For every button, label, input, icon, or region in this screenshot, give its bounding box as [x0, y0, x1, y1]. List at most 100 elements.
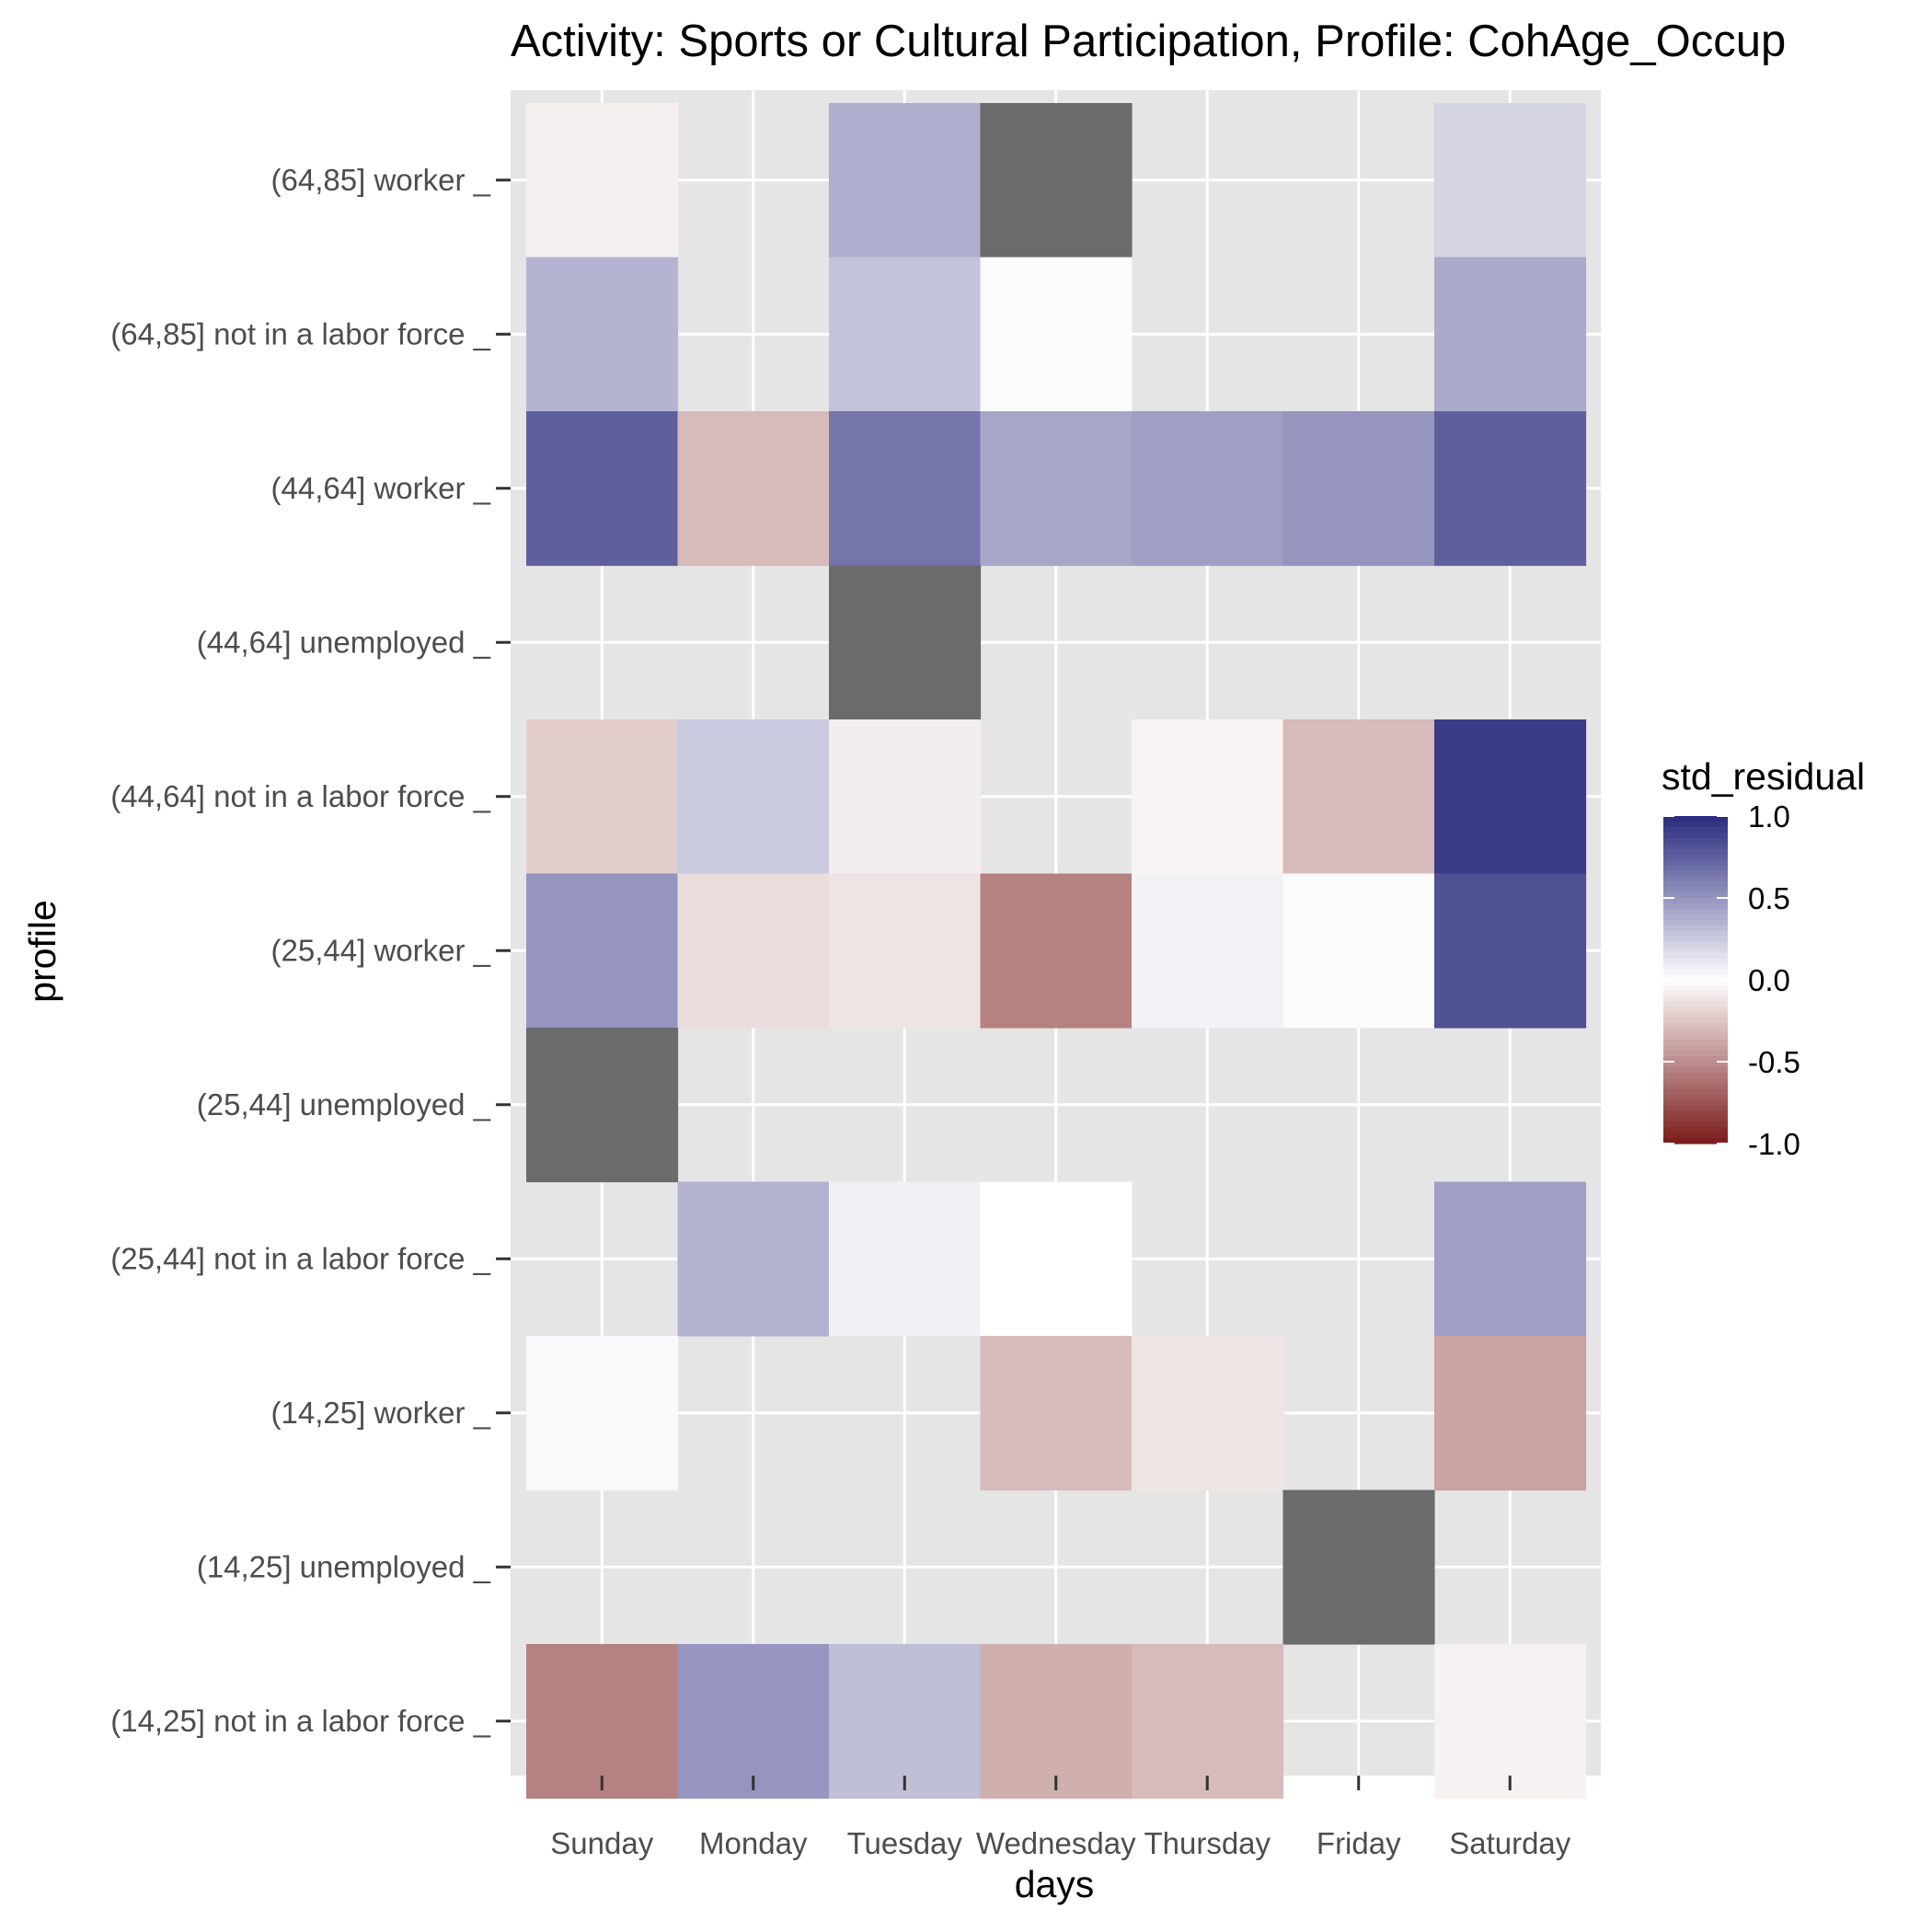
- heatmap-cell: [526, 257, 679, 412]
- legend-color-step: [1663, 843, 1728, 850]
- heatmap-cell: [829, 103, 982, 259]
- legend-color-step: [1663, 1110, 1728, 1117]
- legend-color-step: [1663, 947, 1728, 953]
- legend-color-step: [1663, 865, 1728, 871]
- heatmap-cell: [526, 719, 679, 875]
- heatmap-cell: [829, 411, 982, 567]
- heatmap-cell: [526, 1028, 679, 1183]
- legend-color-step: [1663, 1133, 1728, 1139]
- y-tick-label: (25,44] unemployed _: [197, 1087, 491, 1121]
- legend-color-step: [1663, 826, 1728, 834]
- heatmap-cell: [1434, 1336, 1587, 1491]
- heatmap-cell: [526, 873, 679, 1029]
- heatmap-cell: [829, 719, 982, 875]
- legend-color-step: [1663, 990, 1728, 997]
- legend-color-step: [1663, 837, 1728, 845]
- heatmap-cell: [1132, 1336, 1284, 1491]
- legend-color-step: [1663, 1051, 1728, 1057]
- legend-tick-label: -1.0: [1748, 1127, 1800, 1161]
- legend-color-step: [1663, 903, 1728, 910]
- x-tick-label: Sunday: [550, 1826, 653, 1860]
- chart-title: Activity: Sports or Cultural Participati…: [511, 17, 1786, 66]
- heatmap-cell: [1434, 1644, 1587, 1800]
- legend-tick-label: 1.0: [1748, 799, 1790, 834]
- heatmap-cell: [1434, 103, 1587, 259]
- heatmap-cell: [1132, 411, 1284, 567]
- heatmap-cell: [829, 565, 982, 720]
- legend-title: std_residual: [1662, 755, 1865, 798]
- legend-color-step: [1663, 936, 1728, 943]
- heatmap-cell: [1434, 1181, 1587, 1337]
- heatmap-cell: [1434, 411, 1587, 567]
- heatmap-cell: [829, 1644, 982, 1800]
- y-tick-label: (44,64] not in a labor force _: [110, 779, 490, 813]
- heatmap-cell: [980, 1181, 1133, 1337]
- y-tick-label: (64,85] worker _: [271, 163, 491, 197]
- legend-color-step: [1663, 876, 1728, 882]
- legend-color-step: [1663, 1105, 1728, 1111]
- y-tick-label: (14,25] not in a labor force _: [110, 1704, 490, 1738]
- heatmap-cell: [1282, 873, 1435, 1029]
- x-tick-label: Saturday: [1449, 1826, 1571, 1860]
- legend-color-step: [1663, 980, 1728, 986]
- x-tick-label: Tuesday: [847, 1826, 963, 1860]
- y-axis: (64,85] worker _ (64,85] not in a labor f…: [110, 163, 511, 1738]
- heatmap-cell: [980, 411, 1133, 567]
- legend-color-step: [1663, 1062, 1728, 1068]
- legend-color-step: [1663, 919, 1728, 926]
- x-tick-label: Thursday: [1144, 1826, 1271, 1860]
- heatmap-cell: [980, 257, 1133, 412]
- y-tick-label: (64,85] not in a labor force _: [110, 316, 490, 351]
- legend-color-step: [1663, 1099, 1728, 1107]
- legend-color-step: [1663, 974, 1728, 981]
- legend-color-step: [1663, 1127, 1728, 1133]
- x-axis: Sunday Monday Tuesday Wednesday Thursday Frid…: [550, 1776, 1571, 1860]
- heatmap-cell: [1282, 719, 1435, 875]
- heatmap-cell: [829, 257, 982, 412]
- heatmap-cell: [677, 1644, 830, 1800]
- legend-color-step: [1663, 848, 1728, 856]
- legend-tick-label: 0.5: [1748, 881, 1790, 915]
- y-tick-label: (44,64] unemployed _: [197, 625, 491, 659]
- heatmap-cell: [526, 411, 679, 567]
- color-legend: std_residual 1.0 0.5 0.0 -0.5 -1.0: [1662, 755, 1865, 1161]
- heatmap-cell: [1434, 257, 1587, 412]
- legend-color-step: [1663, 887, 1728, 893]
- legend-color-step: [1663, 1072, 1728, 1079]
- y-tick-label: (25,44] not in a labor force _: [110, 1241, 490, 1275]
- legend-color-step: [1663, 969, 1728, 975]
- heatmap-cell: [677, 1181, 830, 1337]
- legend-color-step: [1663, 816, 1728, 822]
- legend-color-step: [1663, 1077, 1728, 1085]
- legend-color-step: [1663, 1083, 1728, 1090]
- y-tick-label: (14,25] worker _: [271, 1396, 491, 1430]
- legend-color-step: [1663, 908, 1728, 915]
- heatmap-cell: [1434, 873, 1587, 1029]
- legend-color-step: [1663, 898, 1728, 904]
- legend-color-step: [1663, 1088, 1728, 1096]
- heatmap-cell: [677, 411, 830, 567]
- heatmap-cell: [526, 1644, 679, 1800]
- legend-color-step: [1663, 1040, 1728, 1046]
- legend-color-step: [1663, 1023, 1728, 1029]
- legend-color-step: [1663, 1012, 1728, 1019]
- legend-color-step: [1663, 1056, 1728, 1063]
- y-tick-label: (44,64] worker _: [271, 471, 491, 505]
- y-tick-label: (25,44] worker _: [271, 933, 491, 967]
- heatmap-cell: [1132, 719, 1284, 875]
- legend-color-step: [1663, 958, 1728, 964]
- legend-color-step: [1663, 892, 1728, 899]
- heatmap-cell: [677, 873, 830, 1029]
- heatmap-cell: [677, 719, 830, 875]
- x-tick-label: Friday: [1317, 1826, 1401, 1860]
- x-axis-title: days: [1015, 1863, 1095, 1905]
- heatmap-cell: [829, 1181, 982, 1337]
- heatmap-cell: [980, 873, 1133, 1029]
- legend-color-step: [1663, 941, 1728, 948]
- x-tick-label: Monday: [699, 1826, 808, 1860]
- legend-color-step: [1663, 984, 1728, 992]
- x-tick-label: Wednesday: [976, 1826, 1136, 1860]
- y-axis-title: profile: [21, 900, 63, 1003]
- legend-color-step: [1663, 925, 1728, 932]
